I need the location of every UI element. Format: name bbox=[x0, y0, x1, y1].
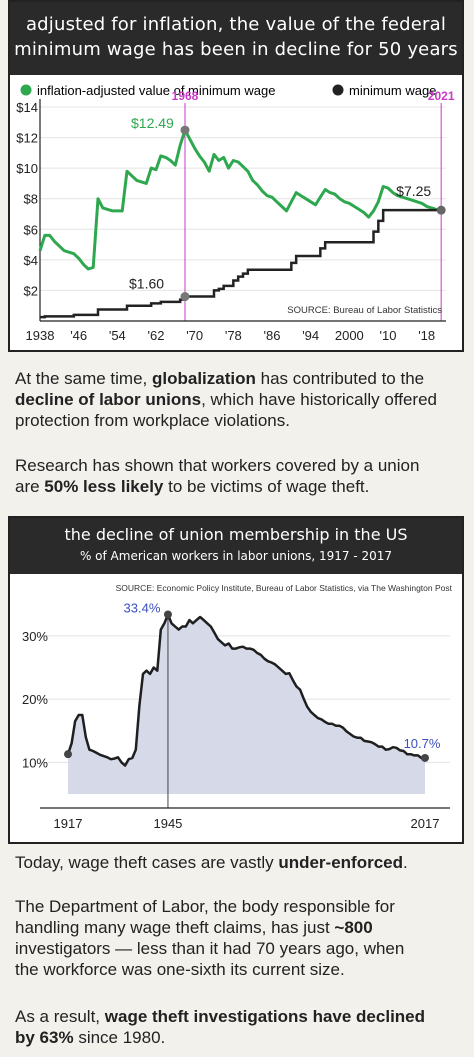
union-membership-chart-panel: the decline of union membership in the U… bbox=[8, 516, 464, 844]
para3-text-2: . bbox=[403, 853, 408, 872]
minimum-wage-chart: inflation-adjusted value of minimum wage… bbox=[16, 83, 455, 343]
para1-text-3: , which have historically offered bbox=[201, 390, 437, 409]
para4-line-1: The Department of Labor, the body respon… bbox=[15, 897, 395, 916]
para1-text-1: At the same time, bbox=[15, 369, 152, 388]
chart1-x-tick-label: '10 bbox=[380, 328, 397, 343]
point-2021-minwage bbox=[436, 205, 446, 215]
paragraph-department-of-labor: The Department of Labor, the body respon… bbox=[15, 896, 465, 980]
chart1-axes bbox=[39, 99, 446, 322]
chart2-x-tick-label: 1917 bbox=[54, 816, 83, 831]
chart2-x-tick-label: 1945 bbox=[153, 816, 182, 831]
para2-bold-50pct: 50% less likely bbox=[44, 477, 164, 496]
paragraph-union-research: Research has shown that workers covered … bbox=[15, 455, 465, 497]
chart2-title: the decline of union membership in the U… bbox=[64, 525, 408, 544]
chart2-x-ticks: 1917 1945 2017 bbox=[54, 816, 440, 831]
chart2-area bbox=[64, 610, 429, 808]
chart2-subtitle: % of American workers in labor unions, 1… bbox=[79, 549, 393, 563]
chart1-x-tick-label: '70 bbox=[186, 328, 203, 343]
chart1-title-line1: adjusted for inflation, the value of the… bbox=[25, 14, 447, 35]
para4-line-3: investigators — less than it had 70 year… bbox=[15, 939, 405, 958]
chart1-y-tick-label: $4 bbox=[24, 253, 38, 268]
para1-bold-globalization: globalization bbox=[152, 369, 256, 388]
para3-bold-under-enforced: under-enforced bbox=[278, 853, 404, 872]
chart1-y-tick-label: $2 bbox=[24, 283, 38, 298]
para1-bold-decline: decline of labor unions bbox=[15, 390, 202, 409]
chart2-x-tick-label: 2017 bbox=[411, 816, 440, 831]
series-minimum-wage-line bbox=[40, 208, 442, 319]
para5-text-1: As a result, bbox=[15, 1007, 105, 1026]
chart1-x-tick-label: '46 bbox=[70, 328, 87, 343]
point-1917 bbox=[64, 750, 72, 759]
para2-text-1: Research has shown that workers covered … bbox=[15, 456, 420, 475]
chart1-x-tick-label: 2000 bbox=[335, 328, 364, 343]
minimum-wage-chart-panel: adjusted for inflation, the value of the… bbox=[8, 0, 464, 352]
paragraph-under-enforced: Today, wage theft cases are vastly under… bbox=[15, 852, 465, 873]
chart1-annotations: $12.49 $1.60 $7.25 1968 2021 SOURCE: Bur… bbox=[129, 89, 455, 316]
para2-text-2: are bbox=[15, 477, 45, 496]
chart1-y-tick-label: $14 bbox=[16, 100, 38, 115]
chart1-y-tick-label: $8 bbox=[24, 192, 38, 207]
chart2-y-tick-label: 20% bbox=[22, 692, 48, 707]
chart1-x-ticks: 1938 '46 '54 '62 '70 '78 '86 '94 2000 '10 '18 bbox=[26, 328, 436, 343]
peak-1945-label: 33.4% bbox=[124, 600, 161, 615]
minwage-2021-label: $7.25 bbox=[396, 183, 431, 199]
chart1-x-tick-label: '94 bbox=[302, 328, 319, 343]
chart1-x-tick-label: 1938 bbox=[26, 328, 55, 343]
chart2-y-ticks: 10% 20% 30% bbox=[22, 629, 48, 770]
legend-inflation-label: inflation-adjusted value of minimum wage bbox=[37, 83, 275, 98]
point-1968-minwage bbox=[180, 292, 190, 302]
chart1-x-tick-label: '18 bbox=[418, 328, 435, 343]
value-2017-label: 10.7% bbox=[404, 736, 441, 751]
para4-line-2: handling many wage theft claims, has jus… bbox=[15, 918, 335, 937]
point-1968-peak bbox=[180, 125, 190, 135]
chart1-y-tick-label: $10 bbox=[16, 161, 38, 176]
chart1-series bbox=[38, 125, 446, 319]
para1-text-2: has contributed to the bbox=[255, 369, 425, 388]
para4-line-4: the workforce was one-sixth its current … bbox=[15, 960, 345, 979]
chart1-x-tick-label: '54 bbox=[109, 328, 126, 343]
chart1-x-tick-label: '86 bbox=[264, 328, 281, 343]
minwage-1968-label: $1.60 bbox=[129, 276, 164, 292]
union-membership-line bbox=[66, 613, 425, 767]
chart2-y-tick-label: 30% bbox=[22, 629, 48, 644]
point-2017 bbox=[421, 753, 429, 762]
marker-1968-label: 1968 bbox=[172, 89, 199, 103]
paragraph-investigations-declined: As a result, wage theft investigations h… bbox=[15, 1006, 465, 1048]
chart1-title-line2: minimum wage has been in decline for 50 … bbox=[14, 39, 458, 60]
legend-minwage-label: minimum wage bbox=[349, 83, 436, 98]
chart2-source: SOURCE: Economic Policy Institute, Burea… bbox=[116, 583, 453, 593]
para3-text-1: Today, wage theft cases are vastly bbox=[15, 853, 279, 872]
paragraph-globalization: At the same time, globalization has cont… bbox=[15, 368, 465, 431]
legend-inflation-swatch bbox=[20, 84, 32, 96]
union-membership-area-fill bbox=[68, 614, 425, 794]
para5-text-2: since 1980. bbox=[73, 1028, 166, 1047]
point-1945-peak bbox=[163, 610, 172, 619]
chart1-x-tick-label: '62 bbox=[148, 328, 165, 343]
chart1-source: SOURCE: Bureau of Labor Statistics bbox=[287, 305, 442, 316]
chart1-y-tick-label: $12 bbox=[16, 131, 38, 146]
legend-minwage-swatch bbox=[332, 84, 344, 96]
marker-2021-label: 2021 bbox=[428, 89, 455, 103]
chart1-y-ticks: $2 $4 $6 $8 $10 $12 $14 bbox=[16, 100, 38, 298]
chart2-header: the decline of union membership in the U… bbox=[10, 518, 462, 574]
chart2-y-tick-label: 10% bbox=[22, 755, 48, 770]
para5-bold-63pct: by 63% bbox=[15, 1028, 74, 1047]
chart1-header: adjusted for inflation, the value of the… bbox=[10, 2, 462, 75]
union-membership-chart: SOURCE: Economic Policy Institute, Burea… bbox=[22, 583, 453, 831]
chart2-annotations: 33.4% 10.7% bbox=[124, 600, 441, 751]
chart1-y-tick-label: $6 bbox=[24, 222, 38, 237]
series-inflation-adjusted-line bbox=[38, 128, 442, 271]
para5-bold-declined: wage theft investigations have declined bbox=[104, 1007, 426, 1026]
para2-text-3: to be victims of wage theft. bbox=[163, 477, 370, 496]
peak-1968-label: $12.49 bbox=[131, 115, 174, 131]
para4-bold-800: ~800 bbox=[334, 918, 373, 937]
para1-text-4: protection from workplace violations. bbox=[15, 411, 290, 430]
chart1-gridlines bbox=[40, 106, 446, 291]
chart1-legend: inflation-adjusted value of minimum wage… bbox=[20, 83, 436, 98]
chart1-x-tick-label: '78 bbox=[225, 328, 242, 343]
